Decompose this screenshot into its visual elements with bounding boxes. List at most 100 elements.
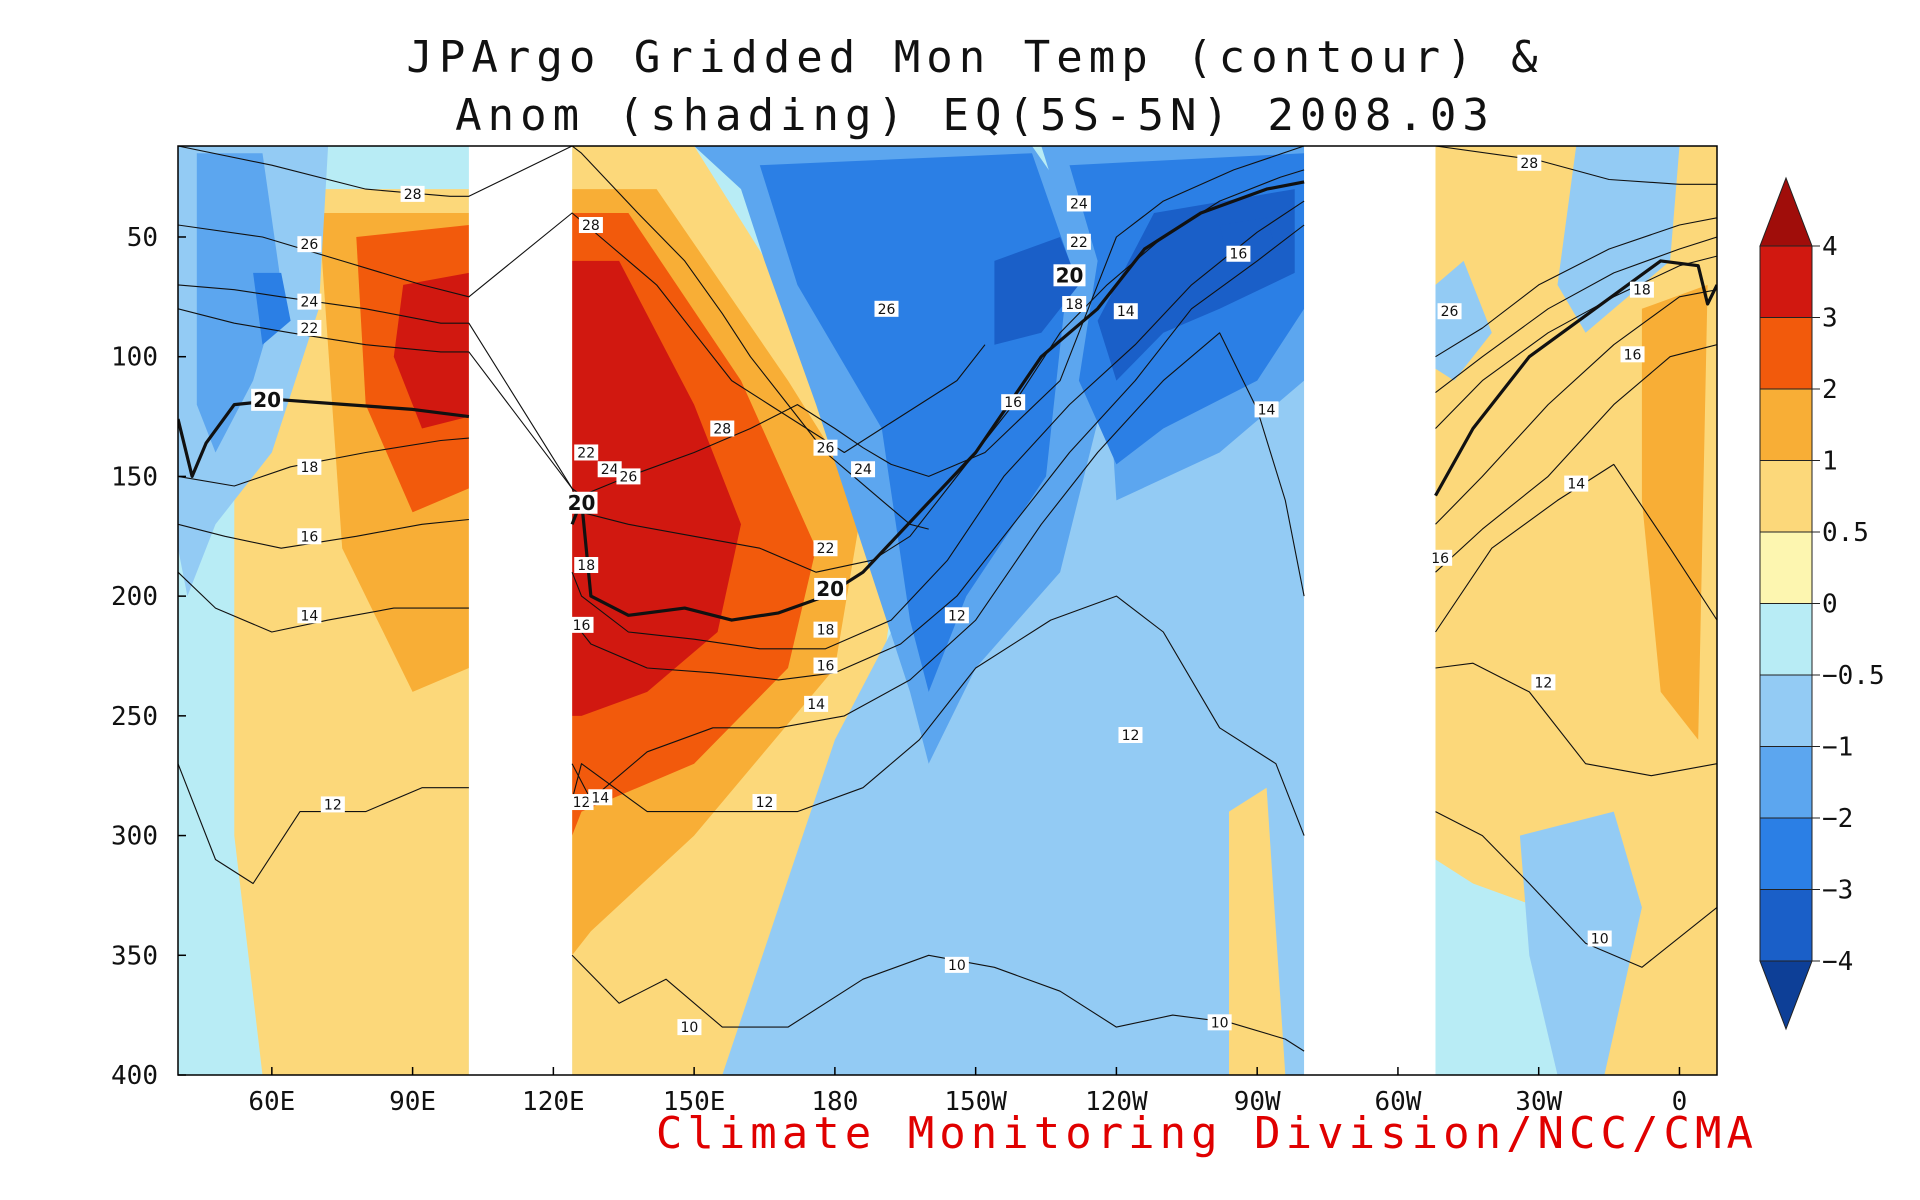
- contour-label-bg: [320, 796, 345, 813]
- contour-label-bg: [1118, 727, 1143, 744]
- contour-label-bg: [1629, 281, 1654, 298]
- y-tick-label: 200: [111, 582, 158, 612]
- contour-label-text: 14: [1117, 304, 1135, 320]
- temp-contour-24: [178, 146, 1305, 497]
- contour-label-text: 16: [573, 618, 591, 634]
- contour-label-bg: [297, 607, 322, 624]
- contour-label-bg: [1517, 154, 1542, 171]
- contour-label-bg: [1531, 674, 1556, 691]
- contour-label: 24: [851, 461, 876, 478]
- contour-label-text: 16: [1624, 347, 1642, 363]
- contour-label-text: 12: [324, 797, 342, 813]
- contour-label: 22: [297, 319, 322, 337]
- contour-label-bg: [710, 420, 735, 437]
- contour-label-bg: [1437, 303, 1462, 320]
- contour-label: 18: [574, 557, 599, 574]
- legend-swatch: [1759, 746, 1813, 819]
- contour-label: 26: [616, 468, 641, 485]
- contour-label-bg: [851, 461, 876, 478]
- temp-contour-14: [178, 571, 469, 633]
- anomaly-region: [994, 237, 1079, 345]
- contour-label: 18: [1629, 281, 1654, 299]
- y-tick-label: 150: [111, 462, 158, 492]
- contour-label-bg: [597, 461, 622, 478]
- contour-label-text: 12: [1122, 728, 1140, 744]
- contour-label: 22: [1066, 233, 1091, 251]
- legend-top-arrow: [1759, 176, 1813, 247]
- contour-label: 20: [251, 388, 284, 412]
- contour-label: 14: [804, 695, 829, 713]
- contour-label-bg: [574, 557, 599, 574]
- contour-label-bg: [578, 217, 603, 234]
- contour-label-bg: [574, 444, 599, 461]
- contour-label: 20: [814, 577, 847, 601]
- plot-frame: [177, 145, 1718, 1076]
- contour-label-text: 12: [573, 795, 591, 811]
- contour-label: 14: [588, 789, 613, 806]
- contour-label-text: 20: [253, 388, 281, 412]
- contour-label: 10: [944, 956, 969, 974]
- contour-label: 18: [813, 621, 838, 639]
- legend-label: −3: [1822, 876, 1853, 906]
- legend-swatch: [1759, 388, 1813, 461]
- anomaly-region: [1557, 146, 1680, 333]
- y-tick-label: 50: [127, 223, 158, 253]
- contour-label-text: 12: [1534, 675, 1552, 691]
- contour-label-bg: [297, 458, 322, 475]
- contour-label: 26: [813, 439, 838, 457]
- contour-label-bg: [1428, 549, 1453, 566]
- anomaly-region: [196, 153, 282, 453]
- legend-label: −2: [1822, 804, 1853, 834]
- legend-label: −1: [1822, 733, 1853, 763]
- legend-label: 1: [1822, 447, 1838, 477]
- legend-swatch: [1759, 460, 1813, 533]
- contour-label-bg: [1207, 1014, 1232, 1031]
- contour-label-text: 22: [817, 541, 835, 557]
- contour-label: 24: [297, 293, 322, 311]
- contour-label-bg: [752, 794, 777, 811]
- legend-swatch: [1759, 245, 1813, 318]
- contour-label-bg: [804, 695, 829, 712]
- contour-label-text: 14: [1567, 477, 1585, 493]
- contour-label-text: 24: [300, 295, 318, 311]
- contour-label: 12: [752, 794, 777, 811]
- contour-label-bg: [1053, 264, 1086, 287]
- contour-label: 10: [677, 1019, 702, 1036]
- legend-label: 3: [1822, 304, 1838, 334]
- contour-label: 14: [297, 607, 322, 624]
- x-tick-label: 60W: [1374, 1087, 1421, 1117]
- contour-label-text: 10: [948, 958, 966, 974]
- contour-label-bg: [616, 468, 641, 485]
- contour-label-bg: [1564, 475, 1589, 492]
- contour-label: 28: [1517, 154, 1542, 172]
- temp-contour-26: [1435, 217, 1717, 358]
- contour-label: 18: [1062, 296, 1087, 313]
- no-data-band: [468, 146, 573, 1075]
- legend-label: 2: [1822, 375, 1838, 405]
- contour-label: 10: [1207, 1014, 1232, 1031]
- contour-label: 20: [1053, 263, 1086, 287]
- temp-contour-26: [178, 212, 986, 454]
- contour-label-text: 26: [817, 441, 835, 457]
- contour-label-bg: [569, 794, 594, 811]
- x-tick-label: 150W: [944, 1087, 1007, 1117]
- contour-label-bg: [588, 789, 613, 806]
- contour-label-bg: [1226, 245, 1251, 262]
- contour-label-text: 18: [1065, 297, 1083, 313]
- contour-label: 16: [569, 616, 594, 634]
- contour-label-text: 18: [577, 558, 595, 574]
- anomaly-region: [253, 272, 291, 345]
- temp-contour-12: [178, 763, 469, 885]
- legend-label: −0.5: [1822, 661, 1885, 691]
- contour-label: 16: [297, 528, 322, 545]
- contour-label-text: 14: [591, 790, 609, 806]
- contour-label-bg: [813, 621, 838, 638]
- anomaly-region: [1229, 787, 1286, 1075]
- x-tick-label: 150E: [663, 1087, 726, 1117]
- contour-label: 24: [1066, 195, 1091, 212]
- legend-swatch: [1759, 817, 1813, 890]
- contour-label: 16: [813, 657, 838, 675]
- x-tick-label: 120E: [522, 1087, 585, 1117]
